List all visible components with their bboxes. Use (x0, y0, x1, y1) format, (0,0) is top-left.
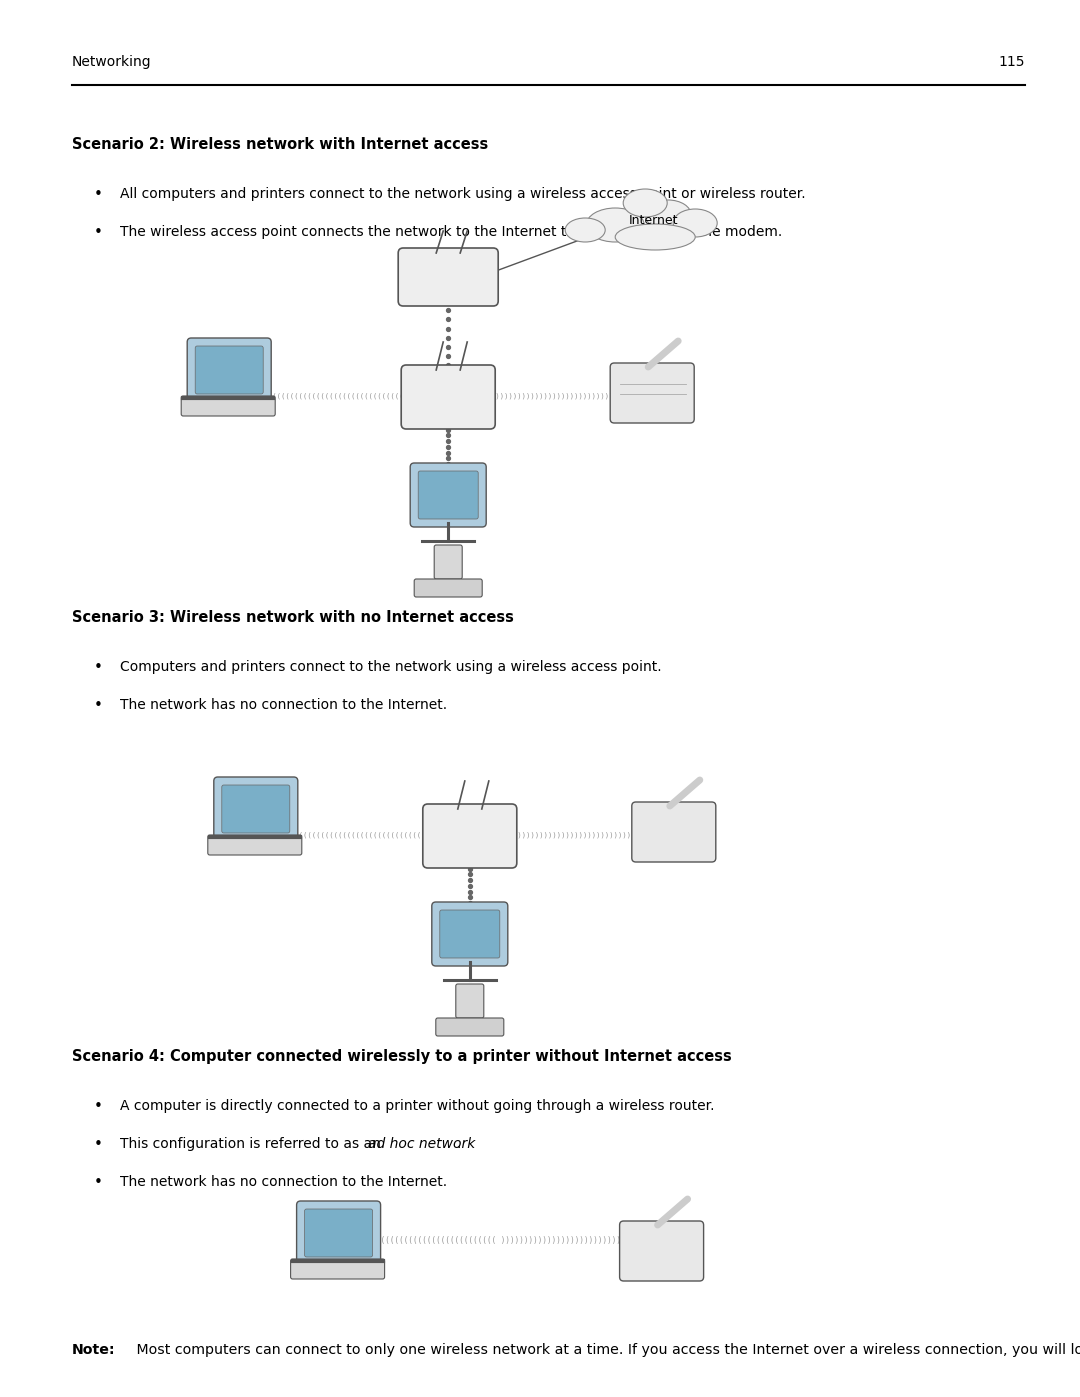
Text: The network has no connection to the Internet.: The network has no connection to the Int… (120, 698, 447, 712)
FancyBboxPatch shape (610, 363, 694, 423)
FancyBboxPatch shape (221, 785, 289, 833)
Text: ad hoc network: ad hoc network (368, 1137, 475, 1151)
FancyBboxPatch shape (187, 338, 271, 402)
FancyBboxPatch shape (440, 909, 500, 958)
FancyBboxPatch shape (401, 365, 496, 429)
Text: Computers and printers connect to the network using a wireless access point.: Computers and printers connect to the ne… (120, 659, 662, 673)
FancyBboxPatch shape (415, 578, 482, 597)
FancyBboxPatch shape (432, 902, 508, 965)
Text: •: • (94, 659, 103, 675)
Ellipse shape (565, 218, 605, 242)
FancyBboxPatch shape (418, 471, 478, 520)
Ellipse shape (673, 210, 717, 237)
Text: )))))))))))))))))))))))))))))))))))))))))))))): ))))))))))))))))))))))))))))))))))))))))… (514, 831, 715, 838)
FancyBboxPatch shape (297, 1201, 380, 1266)
Text: Scenario 2: Wireless network with Internet access: Scenario 2: Wireless network with Intern… (72, 137, 488, 152)
FancyBboxPatch shape (434, 545, 462, 578)
FancyBboxPatch shape (214, 777, 298, 841)
FancyBboxPatch shape (207, 835, 301, 855)
Text: 115: 115 (999, 54, 1025, 68)
Text: •: • (94, 1099, 103, 1113)
Ellipse shape (645, 200, 691, 231)
Ellipse shape (616, 224, 696, 250)
Text: Networking: Networking (72, 54, 151, 68)
Ellipse shape (586, 208, 644, 242)
Text: )))))))))))))))))))))))))))))))))))))))))))))): ))))))))))))))))))))))))))))))))))))))))… (492, 393, 693, 400)
Text: All computers and printers connect to the network using a wireless access point : All computers and printers connect to th… (120, 187, 806, 201)
Text: Scenario 4: Computer connected wirelessly to a printer without Internet access: Scenario 4: Computer connected wirelessl… (72, 1049, 732, 1065)
FancyBboxPatch shape (181, 395, 275, 416)
Text: The wireless access point connects the network to the Internet through a DSL or : The wireless access point connects the n… (120, 225, 782, 239)
Text: The network has no connection to the Internet.: The network has no connection to the Int… (120, 1175, 447, 1189)
Text: ((((((((((((((((((((((((((((( ))))))))))))))))))))))))))))))))): ((((((((((((((((((((((((((((( ))))))))))… (362, 1236, 653, 1246)
Text: •: • (94, 187, 103, 203)
FancyBboxPatch shape (456, 983, 484, 1018)
FancyBboxPatch shape (422, 805, 517, 868)
FancyBboxPatch shape (632, 802, 716, 862)
Text: .: . (456, 1137, 460, 1151)
Ellipse shape (623, 189, 667, 217)
Text: This configuration is referred to as an: This configuration is referred to as an (120, 1137, 386, 1151)
Text: ((((((((((((((((((((((((((((((((((((: (((((((((((((((((((((((((((((((((((( (268, 831, 426, 838)
Text: Most computers can connect to only one wireless network at a time. If you access: Most computers can connect to only one w… (132, 1343, 1080, 1356)
Text: Scenario 3: Wireless network with no Internet access: Scenario 3: Wireless network with no Int… (72, 610, 514, 624)
Text: •: • (94, 1175, 103, 1190)
FancyBboxPatch shape (399, 249, 498, 306)
Text: Note:: Note: (72, 1343, 116, 1356)
FancyBboxPatch shape (436, 1018, 503, 1037)
FancyBboxPatch shape (195, 346, 264, 394)
FancyBboxPatch shape (410, 462, 486, 527)
FancyBboxPatch shape (620, 1221, 703, 1281)
Text: Internet: Internet (629, 214, 678, 226)
Text: •: • (94, 1137, 103, 1153)
Text: ((((((((((((((((((((((((((((((((((((: (((((((((((((((((((((((((((((((((((( (246, 393, 404, 400)
Text: •: • (94, 698, 103, 712)
Text: A computer is directly connected to a printer without going through a wireless r: A computer is directly connected to a pr… (120, 1099, 715, 1113)
FancyBboxPatch shape (305, 1208, 373, 1257)
Text: •: • (94, 225, 103, 240)
FancyBboxPatch shape (291, 1259, 384, 1280)
